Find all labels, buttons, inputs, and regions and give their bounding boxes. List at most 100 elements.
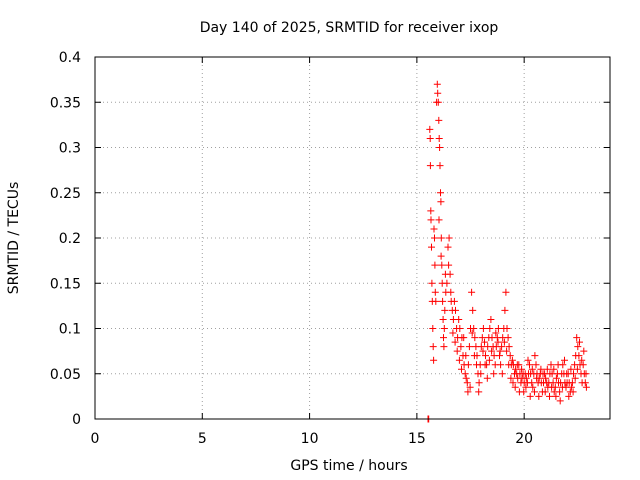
data-point [494, 338, 502, 346]
data-point [582, 370, 590, 378]
data-point [503, 325, 511, 332]
data-point [509, 379, 517, 387]
data-point [502, 288, 510, 296]
data-point [522, 374, 530, 382]
data-point [469, 306, 477, 314]
data-point [435, 135, 443, 142]
data-point [503, 347, 511, 355]
data-point [542, 374, 550, 382]
data-point [486, 325, 494, 332]
data-point [507, 374, 515, 382]
plot-frame [94, 56, 611, 420]
data-point [444, 243, 452, 251]
data-point [547, 361, 555, 369]
data-point [437, 189, 444, 197]
data-point [477, 370, 485, 378]
data-point [430, 225, 438, 233]
data-point [426, 135, 434, 142]
y-tick-label: 0.2 [59, 231, 81, 247]
data-point [533, 374, 541, 382]
data-point [500, 338, 508, 346]
x-tick-label: 5 [198, 431, 207, 447]
data-point [452, 306, 459, 314]
data-point [463, 379, 471, 387]
data-point [455, 356, 463, 364]
data-point [556, 397, 564, 405]
data-point [496, 347, 504, 355]
data-point [496, 352, 503, 360]
data-point [434, 98, 442, 106]
data-point [451, 338, 459, 346]
data-point [501, 306, 509, 314]
data-point [428, 243, 435, 251]
data-point [473, 361, 480, 369]
chart-title: Day 140 of 2025, SRMTID for receiver ixo… [200, 20, 499, 36]
data-point [449, 329, 457, 337]
y-tick-label: 0.35 [50, 95, 81, 111]
data-point [573, 334, 581, 342]
data-point [511, 383, 519, 391]
data-point [457, 343, 465, 351]
data-point [554, 361, 562, 369]
axis-ticks: 0 5 10 15 20 0 0.05 0.1 0.15 0.2 0.25 0.3 0.35 0.4 [50, 50, 610, 447]
data-point [526, 392, 534, 400]
data-point [531, 352, 539, 360]
data-point [570, 370, 577, 378]
data-point [435, 116, 443, 124]
data-point [441, 270, 449, 278]
data-point [505, 361, 513, 369]
data-point [475, 388, 483, 396]
y-tick-label: 0 [72, 412, 81, 428]
data-point [471, 334, 479, 342]
data-point [550, 365, 558, 373]
data-point [431, 288, 439, 296]
data-point [439, 316, 447, 323]
x-tick-label: 15 [408, 431, 426, 447]
data-point [498, 370, 506, 378]
data-point [578, 356, 586, 364]
data-point [437, 234, 445, 242]
data-point [561, 356, 568, 364]
data-point [537, 365, 545, 373]
data-point [565, 392, 573, 400]
data-point [431, 234, 438, 242]
data-point [462, 352, 470, 360]
y-tick-label: 0.1 [59, 322, 81, 338]
data-point [464, 361, 472, 369]
y-tick-label: 0.3 [59, 141, 81, 157]
data-point [475, 379, 483, 387]
data-point [529, 383, 537, 391]
data-point [435, 216, 443, 224]
data-point [567, 383, 575, 391]
data-point [436, 144, 444, 151]
data-point [552, 374, 560, 382]
data-point [498, 343, 506, 351]
data-point [470, 352, 478, 360]
data-point [485, 356, 493, 364]
data-point [462, 374, 470, 382]
grid-lines [95, 57, 610, 419]
data-point [520, 388, 528, 396]
data-point [505, 343, 513, 351]
y-tick-label: 0.05 [50, 367, 81, 383]
data-point [441, 306, 449, 314]
data-point [440, 334, 447, 342]
data-point [558, 383, 566, 391]
data-point [468, 329, 476, 337]
data-point [546, 392, 553, 400]
data-point [430, 356, 438, 364]
data-point [488, 347, 496, 355]
data-point [543, 365, 551, 373]
y-axis-label: SRMTID / TECUs [6, 182, 22, 295]
data-point [569, 388, 577, 396]
data-point [483, 374, 491, 382]
data-point [548, 383, 556, 391]
data-point [541, 388, 549, 396]
y-tick-label: 0.15 [50, 276, 81, 292]
data-point [481, 361, 489, 369]
data-point [437, 198, 445, 206]
data-point [468, 288, 476, 296]
x-tick-label: 20 [515, 431, 533, 447]
data-point [434, 89, 442, 97]
data-point [574, 343, 582, 351]
